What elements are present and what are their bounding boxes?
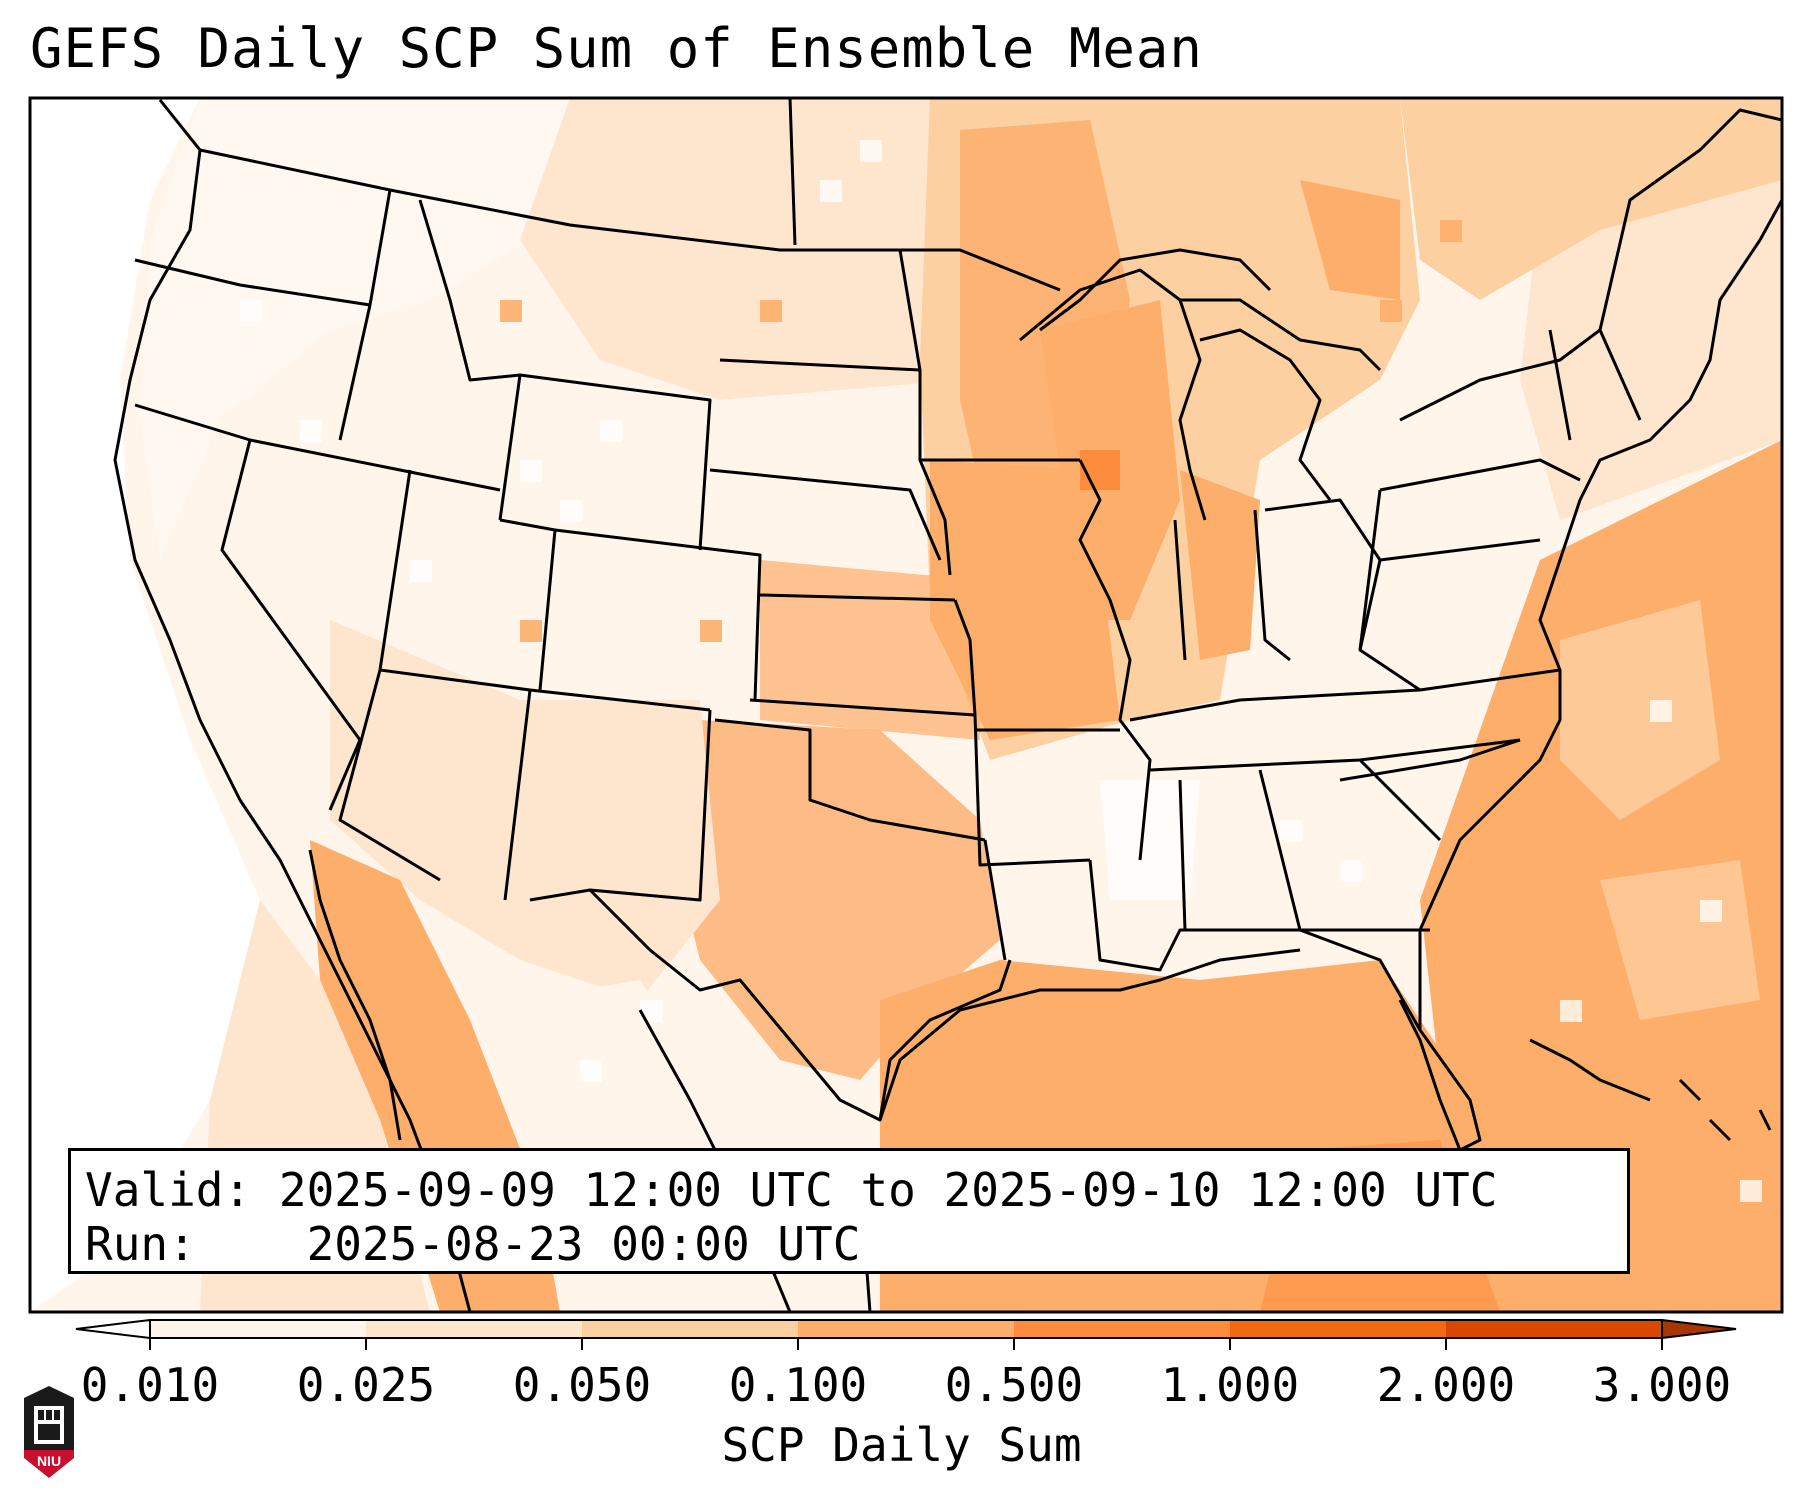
colorbar-segment-4: [1014, 1320, 1230, 1338]
colorbar-segment-0: [150, 1320, 366, 1338]
colorbar: [75, 1318, 1737, 1350]
colorbar-outline: [149, 1319, 1663, 1339]
colorbar-tick-label: 1.000: [1160, 1358, 1300, 1412]
valid-label: Valid:: [85, 1163, 252, 1217]
svg-text:NIU: NIU: [37, 1453, 61, 1469]
map-frame: [28, 96, 1784, 1314]
colorbar-tick-label: 2.000: [1376, 1358, 1516, 1412]
colorbar-tick-label: 0.010: [80, 1358, 220, 1412]
colorbar-tick-label: 3.000: [1592, 1358, 1732, 1412]
colorbar-tick-label: 0.500: [944, 1358, 1084, 1412]
colorbar-extend-high: [1661, 1318, 1737, 1340]
colorbar-extend-low: [75, 1318, 151, 1340]
colorbar-label: SCP Daily Sum: [721, 1418, 1082, 1472]
colorbar-segment-3: [798, 1320, 1014, 1338]
colorbar-segment-5: [1230, 1320, 1446, 1338]
run-label: Run:: [85, 1217, 196, 1271]
valid-line: Valid: 2025-09-09 12:00 UTC to 2025-09-1…: [85, 1163, 1627, 1217]
colorbar-tick-label: 0.050: [512, 1358, 652, 1412]
colorbar-segment-2: [582, 1320, 798, 1338]
map-title: GEFS Daily SCP Sum of Ensemble Mean: [30, 17, 1203, 80]
niu-logo: NIU: [24, 1386, 74, 1478]
run-line: Run: 2025-08-23 00:00 UTC: [85, 1217, 1627, 1271]
valid-value: 2025-09-09 12:00 UTC to 2025-09-10 12:00…: [278, 1163, 1498, 1217]
colorbar-tick-label: 0.100: [728, 1358, 868, 1412]
info-box: Valid: 2025-09-09 12:00 UTC to 2025-09-1…: [68, 1148, 1630, 1274]
colorbar-tick-label: 0.025: [296, 1358, 436, 1412]
colorbar-segment-6: [1446, 1320, 1662, 1338]
colorbar-segment-1: [366, 1320, 582, 1338]
run-value: 2025-08-23 00:00 UTC: [306, 1217, 861, 1271]
state-boundaries: [113, 98, 1782, 1312]
